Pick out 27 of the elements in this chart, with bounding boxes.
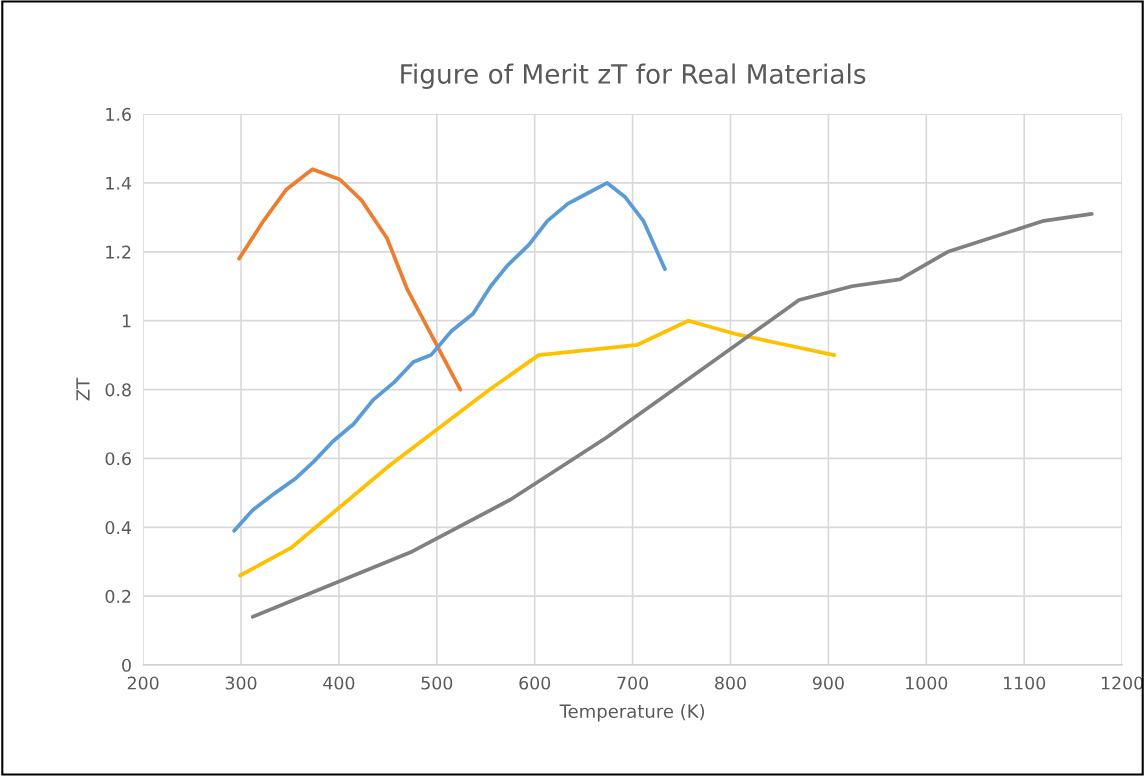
x-tick-label: 900 xyxy=(812,676,844,690)
x-axis-title: Temperature (K) xyxy=(559,704,705,722)
y-tick-label: 0.4 xyxy=(105,521,132,535)
x-tick-label: 700 xyxy=(617,676,649,690)
y-tick-label: 0.2 xyxy=(105,589,131,603)
y-tick-label: 0.6 xyxy=(105,452,131,466)
y-tick-label: 1.4 xyxy=(106,176,132,190)
y-tick-label: 0 xyxy=(122,658,131,672)
x-tick-label: 400 xyxy=(323,676,355,690)
x-tick-label: 600 xyxy=(519,676,551,690)
y-tick-label: 0.8 xyxy=(105,383,131,397)
x-tick-label: 1000 xyxy=(906,676,948,690)
x-tick-label: 500 xyxy=(421,676,453,690)
x-tick-label: 1100 xyxy=(1004,676,1046,690)
chart-title: Figure of Merit zT for Real Materials xyxy=(401,63,866,89)
line-series xyxy=(237,167,463,392)
line-series xyxy=(250,212,1094,619)
x-tick-label: 800 xyxy=(715,676,746,690)
line-series xyxy=(238,318,837,578)
x-tick-label: 200 xyxy=(127,676,159,690)
y-tick-label: 1.2 xyxy=(106,245,131,259)
y-tick-label: 1.6 xyxy=(106,107,131,121)
y-axis-title: ZT xyxy=(76,377,90,401)
line-series xyxy=(232,181,667,533)
x-tick-label: 1200 xyxy=(1101,676,1144,690)
x-tick-label: 300 xyxy=(225,676,257,690)
y-tick-label: 1 xyxy=(122,314,131,328)
